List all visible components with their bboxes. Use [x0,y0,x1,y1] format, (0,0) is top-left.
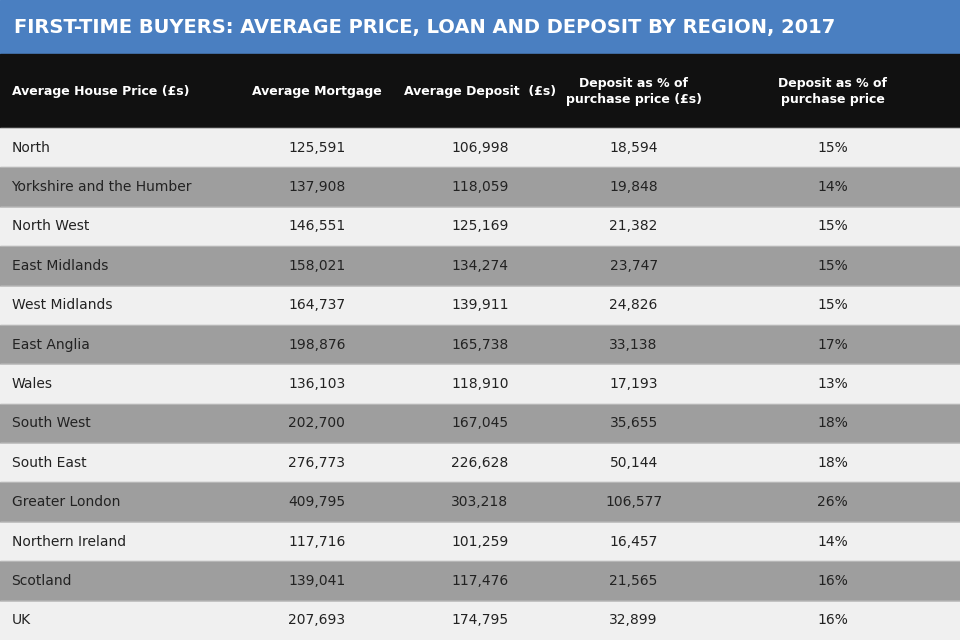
Text: South East: South East [12,456,86,470]
Text: 118,910: 118,910 [451,377,509,391]
Text: 134,274: 134,274 [451,259,509,273]
Bar [0,54,960,128]
Text: North West: North West [12,220,89,234]
Text: East Anglia: East Anglia [12,338,89,351]
Text: 16,457: 16,457 [610,534,658,548]
Text: 24,826: 24,826 [610,298,658,312]
Text: 276,773: 276,773 [288,456,346,470]
Text: 18%: 18% [817,417,849,430]
Bar [0,404,960,443]
Bar [0,325,960,364]
Text: 17%: 17% [817,338,849,351]
Text: Deposit as % of
purchase price: Deposit as % of purchase price [779,77,887,106]
Text: 174,795: 174,795 [451,613,509,627]
Text: 21,565: 21,565 [610,574,658,588]
Bar [0,168,960,207]
Text: 158,021: 158,021 [288,259,346,273]
Text: 117,476: 117,476 [451,574,509,588]
Text: 125,169: 125,169 [451,220,509,234]
Bar [0,207,960,246]
Text: 17,193: 17,193 [610,377,658,391]
Bar [0,522,960,561]
Text: 15%: 15% [817,298,849,312]
Text: Average Deposit  (£s): Average Deposit (£s) [404,84,556,98]
Bar [0,285,960,325]
Text: 50,144: 50,144 [610,456,658,470]
Text: 106,577: 106,577 [605,495,662,509]
Text: FIRST-TIME BUYERS: AVERAGE PRICE, LOAN AND DEPOSIT BY REGION, 2017: FIRST-TIME BUYERS: AVERAGE PRICE, LOAN A… [14,18,835,36]
Text: 139,911: 139,911 [451,298,509,312]
Text: 165,738: 165,738 [451,338,509,351]
Text: 202,700: 202,700 [288,417,346,430]
Text: North: North [12,141,50,155]
Text: 207,693: 207,693 [288,613,346,627]
Bar [0,600,960,640]
Text: 198,876: 198,876 [288,338,346,351]
Text: 15%: 15% [817,141,849,155]
Text: West Midlands: West Midlands [12,298,112,312]
Text: 167,045: 167,045 [451,417,509,430]
Bar [0,443,960,483]
Text: South West: South West [12,417,90,430]
Text: Scotland: Scotland [12,574,72,588]
Text: 125,591: 125,591 [288,141,346,155]
Text: Wales: Wales [12,377,53,391]
Bar [0,561,960,600]
Text: 18,594: 18,594 [610,141,658,155]
Bar [0,0,960,54]
Text: 16%: 16% [817,574,849,588]
Text: 409,795: 409,795 [288,495,346,509]
Text: Average House Price (£s): Average House Price (£s) [12,84,189,98]
Text: 16%: 16% [817,613,849,627]
Text: Yorkshire and the Humber: Yorkshire and the Humber [12,180,192,194]
Bar [0,246,960,285]
Text: 15%: 15% [817,259,849,273]
Text: 226,628: 226,628 [451,456,509,470]
Text: 13%: 13% [817,377,849,391]
Text: Deposit as % of
purchase price (£s): Deposit as % of purchase price (£s) [565,77,702,106]
Text: UK: UK [12,613,31,627]
Text: 33,138: 33,138 [610,338,658,351]
Text: Greater London: Greater London [12,495,120,509]
Text: 35,655: 35,655 [610,417,658,430]
Bar [0,128,960,168]
Text: 18%: 18% [817,456,849,470]
Text: East Midlands: East Midlands [12,259,108,273]
Text: 32,899: 32,899 [610,613,658,627]
Text: 14%: 14% [817,180,849,194]
Text: 136,103: 136,103 [288,377,346,391]
Text: 19,848: 19,848 [610,180,658,194]
Text: 14%: 14% [817,534,849,548]
Text: 26%: 26% [817,495,849,509]
Bar [0,483,960,522]
Text: 137,908: 137,908 [288,180,346,194]
Text: 15%: 15% [817,220,849,234]
Text: 106,998: 106,998 [451,141,509,155]
Text: 117,716: 117,716 [288,534,346,548]
Text: 21,382: 21,382 [610,220,658,234]
Text: 23,747: 23,747 [610,259,658,273]
Text: 303,218: 303,218 [451,495,509,509]
Text: 146,551: 146,551 [288,220,346,234]
Text: Average Mortgage: Average Mortgage [252,84,382,98]
Text: 164,737: 164,737 [288,298,346,312]
Text: Northern Ireland: Northern Ireland [12,534,126,548]
Text: 118,059: 118,059 [451,180,509,194]
Text: 101,259: 101,259 [451,534,509,548]
Bar [0,364,960,404]
Text: 139,041: 139,041 [288,574,346,588]
